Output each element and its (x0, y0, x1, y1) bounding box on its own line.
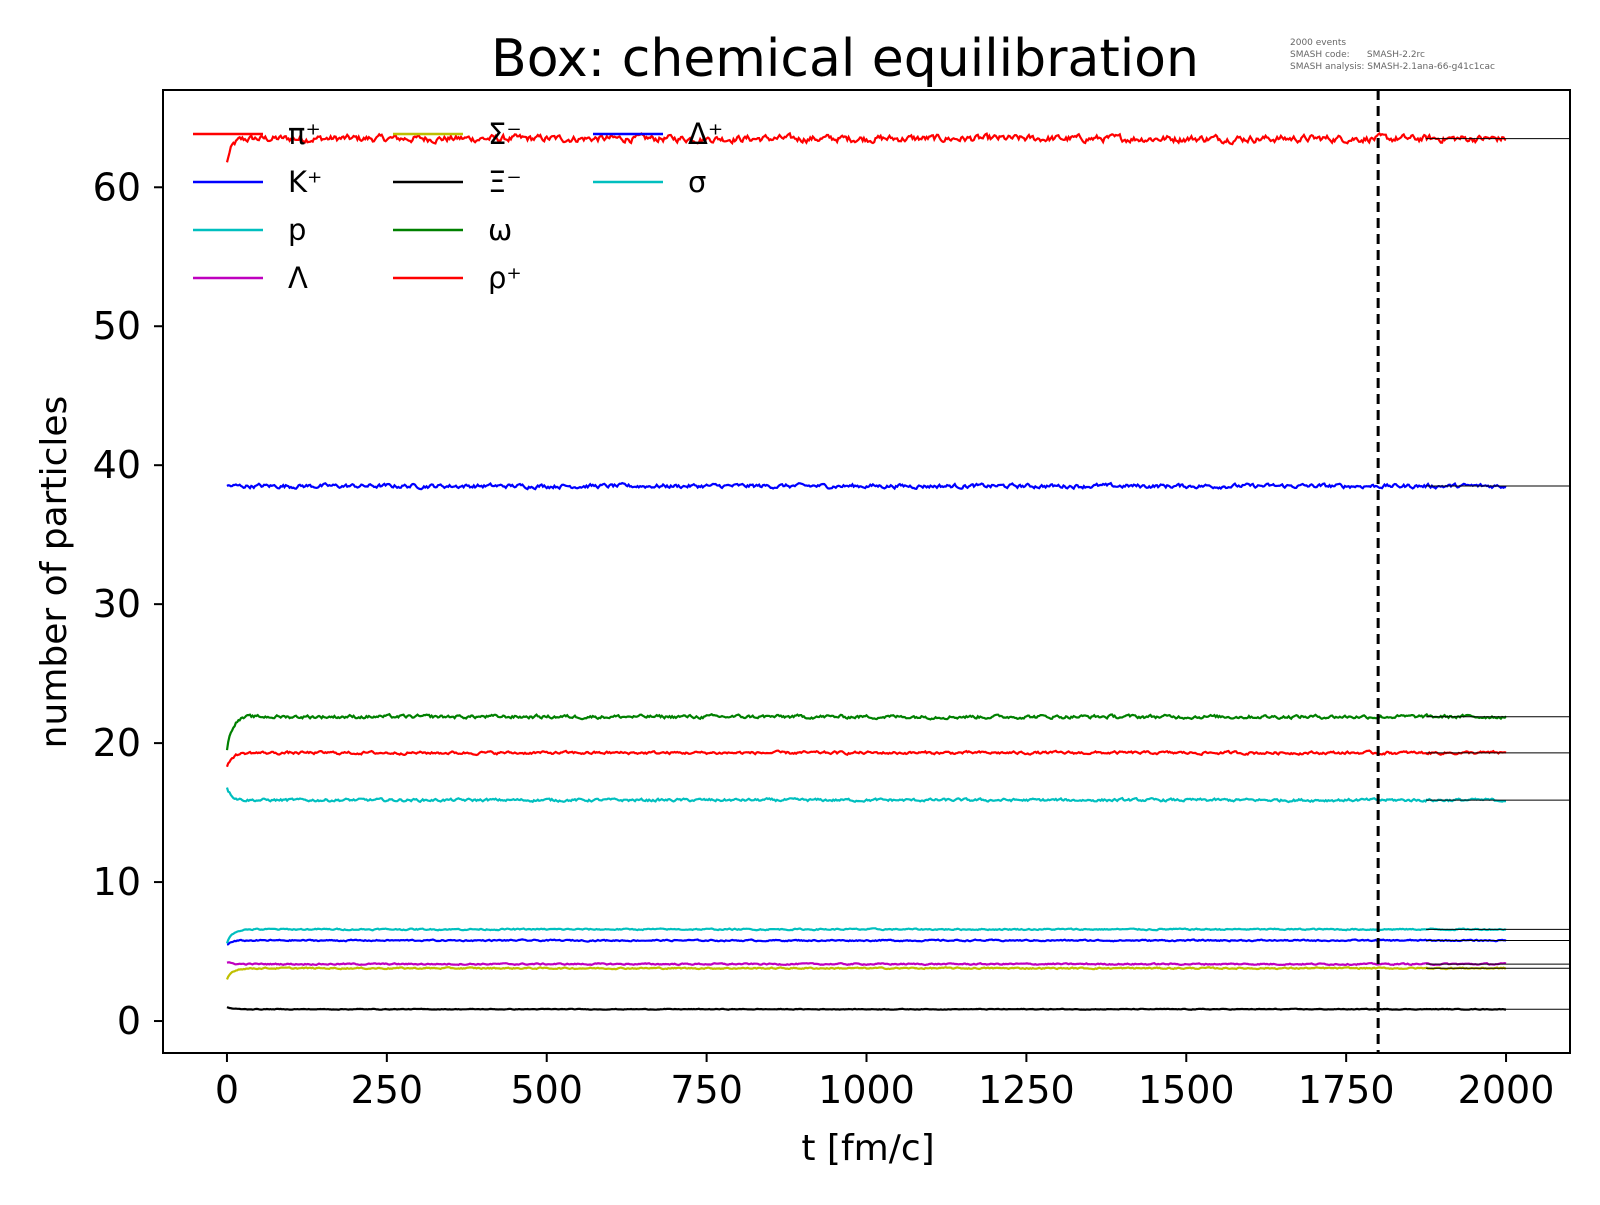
x-tick-label-5: 1250 (978, 1068, 1075, 1112)
legend-label-1: K⁺ (288, 165, 322, 199)
axes-frame (162, 89, 1571, 1054)
legend-label-8: Δ⁺ (688, 117, 723, 151)
legend-label-9: σ (688, 165, 706, 199)
x-tick-label-8: 2000 (1458, 1068, 1555, 1112)
y-tick-label-0: 0 (117, 999, 141, 1043)
series-line-0 (225, 131, 1507, 163)
y-axis-label: number of particles (34, 396, 75, 749)
x-tick-label-7: 1750 (1298, 1068, 1395, 1112)
series-line-7 (225, 749, 1507, 768)
legend-label-6: ω (488, 213, 512, 247)
legend-label-4: Σ⁻ (488, 117, 522, 151)
y-tick-label-4: 40 (93, 443, 141, 487)
legend-label-7: ρ⁺ (488, 261, 522, 295)
plot-area (225, 90, 1570, 1053)
x-tick-label-1: 250 (351, 1068, 424, 1112)
annotation-smash-analysis: SMASH analysis: SMASH-2.1ana-66-g41c1cac (1290, 62, 1495, 72)
series-line-6 (225, 712, 1507, 751)
y-tick-label-6: 60 (93, 165, 141, 209)
annotation-smash-code: SMASH code: SMASH-2.2rc (1290, 50, 1425, 60)
x-tick-label-6: 1500 (1138, 1068, 1235, 1112)
chart-title: Box: chemical equilibration (491, 29, 1199, 89)
series-line-5 (226, 1006, 1506, 1011)
axis-ticks: 0 250 500 750 1000 1250 1500 1750 2000 0 10 20 30 40 5… (93, 165, 1555, 1112)
y-tick-label-5: 50 (93, 304, 141, 348)
series-line-8 (226, 938, 1507, 946)
x-tick-label-2: 500 (510, 1068, 583, 1112)
y-tick-label-1: 10 (93, 860, 141, 904)
x-tick-label-0: 0 (215, 1068, 239, 1112)
series-line-3 (226, 961, 1507, 967)
series-line-2 (225, 787, 1506, 804)
legend-label-2: p (288, 213, 306, 247)
series-line-9 (225, 927, 1507, 944)
y-tick-label-2: 20 (93, 721, 141, 765)
legend-label-5: Ξ⁻ (488, 165, 522, 199)
legend: π⁺ K⁺ pΛ Σ⁻ Ξ⁻ ω ρ⁺ Δ⁺ σ (193, 117, 723, 295)
annotation-events: 2000 events (1290, 38, 1346, 48)
x-tick-label-3: 750 (670, 1068, 743, 1112)
series-line-1 (226, 481, 1507, 491)
y-tick-label-3: 30 (93, 582, 141, 626)
x-axis-label: t [fm/c] (801, 1128, 934, 1169)
x-tick-label-4: 1000 (818, 1068, 915, 1112)
legend-label-0: π⁺ (288, 117, 321, 151)
legend-label-3: Λ (288, 261, 308, 295)
series-line-4 (225, 966, 1507, 980)
